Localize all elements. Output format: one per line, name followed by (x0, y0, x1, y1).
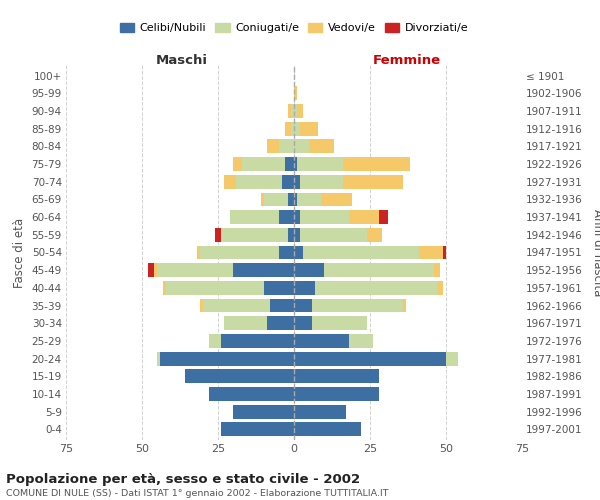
Bar (349, 334, 373, 348)
Bar (266, 316, 294, 330)
Bar (224, 316, 266, 330)
Bar (203, 298, 269, 312)
Bar (294, 210, 300, 224)
Bar (154, 264, 157, 277)
Bar (263, 192, 288, 206)
Bar (185, 370, 294, 383)
Bar (279, 210, 294, 224)
Bar (233, 264, 294, 277)
Bar (294, 228, 300, 241)
Bar (233, 405, 294, 418)
Bar (148, 264, 154, 277)
Bar (242, 157, 285, 171)
Bar (294, 298, 312, 312)
Bar (294, 192, 297, 206)
Bar (200, 246, 279, 260)
Bar (315, 281, 437, 295)
Bar (343, 157, 410, 171)
Bar (294, 405, 346, 418)
Bar (294, 370, 379, 383)
Bar (166, 281, 263, 295)
Bar (294, 334, 349, 348)
Bar (294, 422, 361, 436)
Bar (294, 387, 379, 401)
Bar (291, 122, 294, 136)
Bar (294, 122, 300, 136)
Bar (297, 192, 322, 206)
Bar (230, 210, 279, 224)
Bar (446, 352, 458, 366)
Bar (221, 228, 288, 241)
Bar (197, 246, 200, 260)
Bar (297, 157, 343, 171)
Bar (437, 281, 443, 295)
Bar (288, 228, 294, 241)
Bar (209, 387, 294, 401)
Bar (269, 298, 294, 312)
Bar (434, 264, 440, 277)
Bar (294, 246, 303, 260)
Bar (260, 192, 263, 206)
Bar (300, 175, 343, 188)
Bar (300, 228, 367, 241)
Bar (233, 157, 242, 171)
Legend: Celibi/Nubili, Coniugati/e, Vedovi/e, Divorziati/e: Celibi/Nubili, Coniugati/e, Vedovi/e, Di… (115, 18, 473, 38)
Bar (215, 228, 221, 241)
Bar (288, 104, 291, 118)
Bar (294, 157, 297, 171)
Bar (294, 140, 309, 153)
Y-axis label: Fasce di età: Fasce di età (13, 218, 26, 288)
Bar (294, 352, 446, 366)
Bar (403, 298, 406, 312)
Bar (282, 175, 294, 188)
Bar (303, 246, 419, 260)
Bar (200, 298, 203, 312)
Bar (221, 334, 294, 348)
Bar (294, 175, 300, 188)
Bar (294, 86, 297, 100)
Bar (379, 210, 388, 224)
Bar (209, 334, 221, 348)
Bar (263, 281, 294, 295)
Bar (312, 298, 403, 312)
Text: Maschi: Maschi (155, 54, 208, 67)
Bar (291, 104, 294, 118)
Bar (309, 140, 334, 153)
Bar (294, 281, 315, 295)
Bar (157, 352, 160, 366)
Bar (367, 228, 382, 241)
Bar (285, 122, 291, 136)
Bar (294, 264, 325, 277)
Bar (285, 157, 294, 171)
Bar (294, 104, 297, 118)
Bar (300, 210, 349, 224)
Bar (279, 140, 294, 153)
Bar (349, 210, 379, 224)
Bar (443, 246, 446, 260)
Bar (221, 422, 294, 436)
Bar (236, 175, 282, 188)
Bar (419, 246, 443, 260)
Bar (266, 140, 279, 153)
Bar (224, 175, 236, 188)
Bar (300, 122, 319, 136)
Y-axis label: Anni di nascita: Anni di nascita (591, 209, 600, 296)
Bar (322, 192, 352, 206)
Text: Popolazione per età, sesso e stato civile - 2002: Popolazione per età, sesso e stato civil… (6, 472, 360, 486)
Bar (157, 264, 233, 277)
Bar (343, 175, 403, 188)
Bar (297, 104, 303, 118)
Bar (294, 316, 312, 330)
Text: Femmine: Femmine (373, 54, 440, 67)
Bar (163, 281, 166, 295)
Text: COMUNE DI NULE (SS) - Dati ISTAT 1° gennaio 2002 - Elaborazione TUTTITALIA.IT: COMUNE DI NULE (SS) - Dati ISTAT 1° genn… (6, 489, 389, 498)
Bar (279, 246, 294, 260)
Bar (160, 352, 294, 366)
Bar (312, 316, 367, 330)
Bar (288, 192, 294, 206)
Bar (325, 264, 434, 277)
